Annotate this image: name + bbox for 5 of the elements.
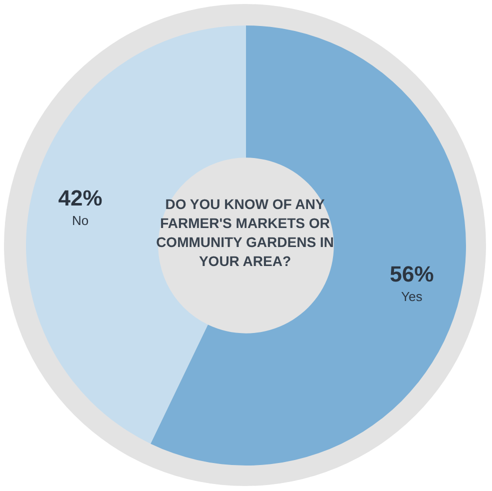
data-label: 56% bbox=[390, 261, 434, 286]
slice-label: Yes bbox=[401, 288, 423, 304]
slice-label: No bbox=[72, 213, 89, 228]
text: DO YOU KNOW OF ANY FARMER'S MARKETS OR COMMUNITY GARDENS IN YOUR AREA? bbox=[155, 195, 335, 271]
data-label: 42% bbox=[58, 186, 102, 211]
